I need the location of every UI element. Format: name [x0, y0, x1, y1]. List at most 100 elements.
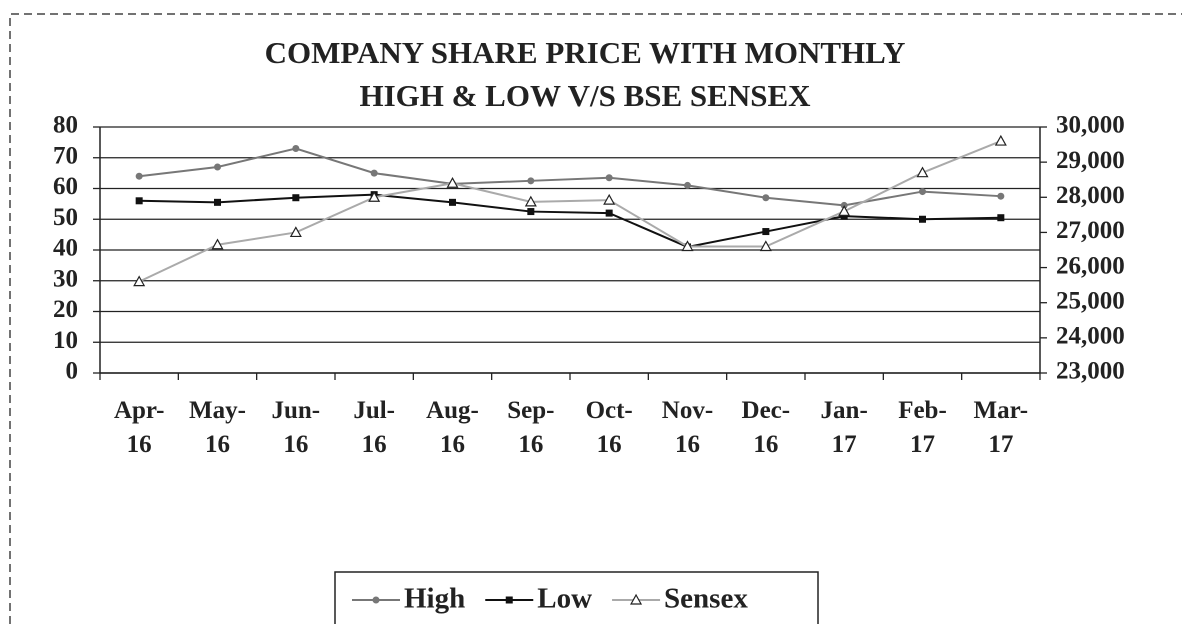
x-tick-label: Jan- 17 [821, 397, 868, 458]
x-tick-line: Apr- [114, 397, 164, 424]
x-tick-line: 17 [832, 431, 857, 458]
y-tick-label: 60 [53, 173, 78, 200]
x-tick-line: Jan- [821, 397, 868, 424]
x-tick-line: 16 [283, 431, 308, 458]
point [919, 215, 926, 223]
legend-label: Low [537, 583, 592, 615]
x-tick-label: Jun- 16 [272, 397, 321, 458]
legend-point [505, 596, 513, 604]
x-tick-line: Feb- [898, 397, 947, 424]
y-tick-label: 50 [53, 204, 78, 231]
x-tick-line: 16 [597, 431, 622, 458]
point [292, 145, 300, 153]
legend-marker [505, 596, 513, 604]
x-tick-line: Jun- [272, 397, 321, 424]
point [681, 240, 694, 252]
legend-box [334, 571, 819, 624]
x-tick-line: 16 [362, 431, 387, 458]
x-tick-label: Nov- 16 [662, 397, 713, 458]
y2-tick-label: 25,000 [1056, 287, 1125, 314]
x-tick-line: 16 [518, 431, 543, 458]
point [994, 134, 1007, 146]
y2-tick-label: 26,000 [1056, 252, 1125, 279]
point [135, 197, 143, 205]
legend-marker [372, 596, 380, 604]
point [605, 209, 613, 217]
x-tick-line: 17 [988, 431, 1013, 458]
series-line [138, 140, 1002, 283]
x-tick-line: 17 [910, 431, 935, 458]
x-tick-label: Sep- 16 [507, 397, 554, 458]
x-tick-line: Mar- [974, 397, 1029, 424]
y2-tick-label: 29,000 [1056, 147, 1125, 174]
x-tick-label: May- 16 [189, 397, 246, 458]
point [916, 166, 929, 178]
point [449, 198, 456, 206]
x-tick-label: Mar- 17 [974, 397, 1029, 458]
chart-title: HIGH & LOW V/S BSE SENSEX [359, 78, 811, 113]
point [840, 212, 848, 220]
point [838, 205, 851, 216]
x-tick-label: Feb- 17 [898, 397, 947, 458]
x-tick-line: 16 [753, 431, 778, 458]
legend-marker [630, 593, 643, 605]
x-tick-label: Jul- 16 [353, 397, 395, 458]
x-tick-label: Dec- 16 [742, 397, 791, 458]
x-tick-line: May- [189, 397, 246, 424]
y-tick-label: 40 [53, 235, 78, 262]
y-tick-label: 30 [53, 265, 78, 292]
point [527, 177, 535, 185]
chart-title: COMPANY SHARE PRICE WITH MONTHLY [265, 35, 906, 70]
series-line [139, 193, 1001, 248]
y2-tick-label: 30,000 [1056, 112, 1125, 139]
point [762, 228, 770, 236]
point [997, 214, 1005, 222]
point [370, 169, 378, 177]
x-tick-line: 16 [127, 431, 152, 458]
dashed-border [9, 13, 1182, 624]
x-tick-line: Sep- [507, 397, 554, 424]
point [527, 208, 535, 216]
series-line [139, 147, 1001, 207]
y2-tick-label: 28,000 [1056, 182, 1125, 209]
point [524, 195, 537, 207]
x-tick-line: 16 [675, 431, 700, 458]
legend-label: High [404, 583, 465, 615]
y2-tick-label: 24,000 [1056, 323, 1125, 350]
point [446, 176, 459, 188]
point [603, 193, 616, 205]
legend-point [630, 593, 643, 605]
legend-point [372, 596, 380, 604]
y-tick-label: 80 [53, 112, 78, 139]
x-tick-line: Dec- [742, 397, 791, 424]
x-tick-line: Aug- [426, 397, 479, 424]
y-tick-label: 20 [53, 296, 78, 323]
x-tick-line: 16 [440, 431, 465, 458]
x-tick-line: Nov- [662, 397, 713, 424]
point [292, 194, 300, 202]
point [289, 226, 302, 238]
x-tick-label: Apr- 16 [114, 397, 164, 458]
point [684, 181, 691, 189]
x-tick-label: Aug- 16 [426, 397, 479, 458]
x-tick-line: Jul- [353, 397, 395, 424]
point [762, 194, 770, 202]
point [211, 238, 224, 250]
point [759, 240, 772, 252]
legend-label: Sensex [664, 583, 748, 615]
x-tick-line: 16 [205, 431, 230, 458]
x-tick-line: Oct- [586, 397, 633, 424]
point [997, 192, 1005, 200]
y2-tick-label: 23,000 [1056, 358, 1125, 385]
point [368, 191, 381, 202]
point [133, 275, 146, 287]
point [919, 188, 926, 196]
y-tick-label: 0 [66, 358, 79, 385]
y-tick-label: 70 [53, 142, 78, 169]
y-tick-label: 10 [53, 327, 78, 354]
x-tick-label: Oct- 16 [586, 397, 633, 458]
y2-tick-label: 27,000 [1056, 217, 1125, 244]
point [214, 163, 221, 171]
point [605, 174, 613, 182]
